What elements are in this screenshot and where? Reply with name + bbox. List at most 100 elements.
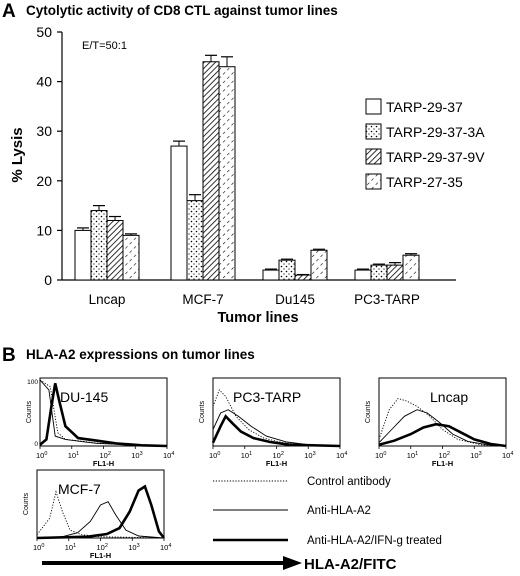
histogram-curve-dotted	[212, 389, 341, 447]
histogram-x-tick-label: 101	[407, 451, 418, 460]
bar	[354, 269, 372, 281]
histogram-pc3-tarp: 100 101 102 103 104 FL1-H Counts PC3-TARP	[199, 377, 347, 468]
legend-label: TARP-27-35	[386, 174, 463, 190]
histogram-y-label: Counts	[199, 400, 206, 423]
bar	[402, 254, 420, 281]
histogram-x-tick-label: 102	[439, 451, 450, 460]
x-tick-label: Lncap	[89, 292, 126, 307]
histogram-lncap: 100 101 102 103 104 FL1-H Counts Lncap	[365, 377, 513, 468]
histogram-title: PC3-TARP	[233, 389, 301, 405]
bar	[202, 61, 220, 281]
histogram-x-label: FL1-H	[432, 459, 453, 468]
x-tick-label: PC3-TARP	[354, 292, 420, 307]
bar-chart: 0 10 20 30 40 50 Lncap MCF-7 Du145 PC3-TARP E/T=…	[9, 24, 485, 326]
bar	[90, 210, 108, 281]
histogram-x-tick-label: 103	[304, 451, 315, 460]
y-ticks: 0 10 20 30 40 50	[36, 24, 62, 288]
histogram-title: DU-145	[60, 389, 108, 405]
histogram-curve-dotted	[36, 490, 165, 539]
y-tick-label: 40	[36, 74, 52, 90]
histogram-frame	[378, 377, 507, 447]
y-tick-label: 20	[36, 173, 52, 189]
histogram-x-tick-label: 104	[160, 543, 171, 552]
histogram-x-label: FL1-H	[266, 459, 287, 468]
y-axis-label: % Lysis	[9, 127, 26, 182]
bar	[122, 234, 140, 281]
bar	[294, 274, 312, 281]
legend-swatch	[365, 148, 382, 165]
panel-b-letter: B	[2, 345, 16, 366]
legend-swatch	[365, 123, 382, 140]
bar	[106, 219, 124, 281]
histogram-x-tick-label: 103	[128, 543, 139, 552]
histogram-y-tick-label: 0	[34, 441, 38, 448]
histogram-curve-thick	[39, 383, 168, 448]
x-tick-label: MCF-7	[182, 292, 223, 307]
histogram-x-tick-label: 101	[241, 451, 252, 460]
fitc-arrow-label: HLA-A2/FITC	[304, 556, 397, 573]
histogram-curve-thin	[378, 409, 507, 447]
histogram-curve-thick	[211, 414, 341, 448]
histogram-x-tick-label: 100	[209, 451, 220, 460]
histogram-frame	[212, 377, 341, 447]
histogram-legend: Control antibody Anti-HLA-A2 Anti-HLA-A2/I…	[213, 476, 442, 547]
histogram-curve-thick	[36, 484, 166, 540]
histogram-legend-label: Anti-HLA-A2	[307, 505, 371, 517]
histogram-x-tick-label: 103	[131, 451, 142, 460]
histogram-curve-thick	[378, 422, 507, 448]
legend-label: TARP-29-37	[386, 99, 463, 115]
panel-a-title: Cytolytic activity of CD8 CTL against tu…	[26, 3, 338, 18]
histogram-x-tick-label: 104	[163, 451, 174, 460]
fitc-arrow-head	[283, 556, 302, 570]
panel-b-title: HLA-A2 expressions on tumor lines	[26, 347, 255, 362]
legend-swatch	[365, 173, 382, 190]
histogram-curve-thin	[36, 501, 165, 539]
histogram-y-tick-label: 100	[27, 379, 38, 386]
histogram-x-label: FL1-H	[90, 551, 111, 560]
x-axis-label: Tumor lines	[217, 310, 298, 326]
bar	[310, 249, 328, 281]
histogram-mcf-7: 100 101 102 103 104 FL1-H Counts MCF-7	[23, 469, 171, 560]
bar	[370, 264, 388, 281]
ratio-annotation: E/T=50:1	[82, 40, 127, 52]
histogram-x-tick-label: 100	[375, 451, 386, 460]
bar	[386, 264, 404, 281]
histogram-legend-label: Control antibody	[307, 476, 391, 488]
histogram-x-tick-label: 104	[336, 451, 347, 460]
histogram-title: MCF-7	[58, 481, 101, 497]
legend-label: TARP-29-37-3A	[386, 124, 485, 140]
bar	[262, 269, 280, 281]
histogram-y-label: Counts	[23, 492, 30, 515]
histogram-x-tick-label: 102	[97, 543, 108, 552]
histogram-x-tick-label: 103	[470, 451, 481, 460]
bar	[278, 259, 296, 281]
bar	[218, 66, 236, 281]
histogram-title: Lncap	[430, 389, 468, 405]
histogram-x-tick-label: 101	[65, 543, 76, 552]
chart-legend: TARP-29-37 TARP-29-37-3A TARP-29-37-9V TARP…	[365, 98, 485, 190]
legend-label: TARP-29-37-9V	[386, 149, 485, 165]
histogram-legend-label: Anti-HLA-A2/IFN-g treated	[307, 535, 442, 547]
x-ticks: Lncap MCF-7 Du145 PC3-TARP	[89, 292, 420, 307]
histogram-y-label: Counts	[365, 400, 372, 423]
panel-a-letter: A	[2, 1, 16, 22]
legend-swatch	[365, 98, 382, 115]
histogram-y-label: Counts	[26, 400, 33, 423]
histogram-x-tick-label: 102	[273, 451, 284, 460]
histogram-frame	[36, 469, 165, 539]
y-tick-label: 0	[44, 272, 52, 288]
bar	[170, 145, 188, 281]
histogram-du-145: 100 101 102 103 104 FL1-H Counts 0 100 DU-145	[26, 377, 174, 468]
x-tick-label: Du145	[275, 292, 315, 307]
bars	[74, 54, 420, 281]
histogram-x-tick-label: 100	[36, 451, 47, 460]
bar	[186, 200, 204, 281]
histogram-x-tick-label: 101	[68, 451, 79, 460]
histogram-x-tick-label: 104	[502, 451, 513, 460]
histogram-x-tick-label: 100	[33, 543, 44, 552]
y-tick-label: 50	[36, 24, 52, 40]
histogram-x-tick-label: 102	[100, 451, 111, 460]
y-tick-label: 10	[36, 222, 52, 238]
